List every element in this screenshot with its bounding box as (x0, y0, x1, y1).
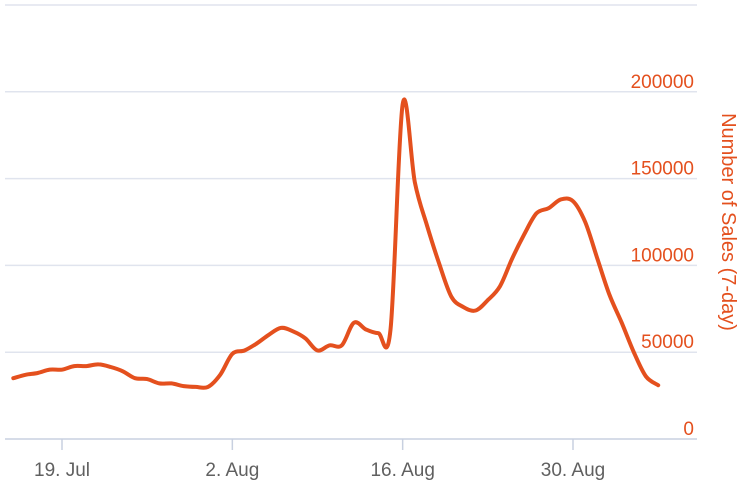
y-tick-label: 200000 (631, 72, 694, 93)
x-axis: 19. Jul 2. Aug 16. Aug 30. Aug (5, 438, 697, 481)
y-tick-label: 100000 (631, 245, 694, 266)
x-tick-label: 2. Aug (205, 460, 259, 481)
x-tick-label: 16. Aug (370, 460, 434, 481)
x-tick-label: 19. Jul (34, 460, 90, 481)
y-tick-label: 150000 (631, 159, 694, 180)
y-axis-title: Number of Sales (7-day) (717, 113, 739, 331)
series-layer (11, 97, 661, 390)
y-axis: 0 50000 100000 150000 200000 (631, 72, 694, 440)
y-tick-label: 50000 (641, 332, 694, 353)
x-tick-label: 30. Aug (541, 460, 605, 481)
series-line (11, 97, 661, 390)
grid-layer (5, 4, 697, 353)
y-tick-label: 0 (683, 419, 694, 440)
